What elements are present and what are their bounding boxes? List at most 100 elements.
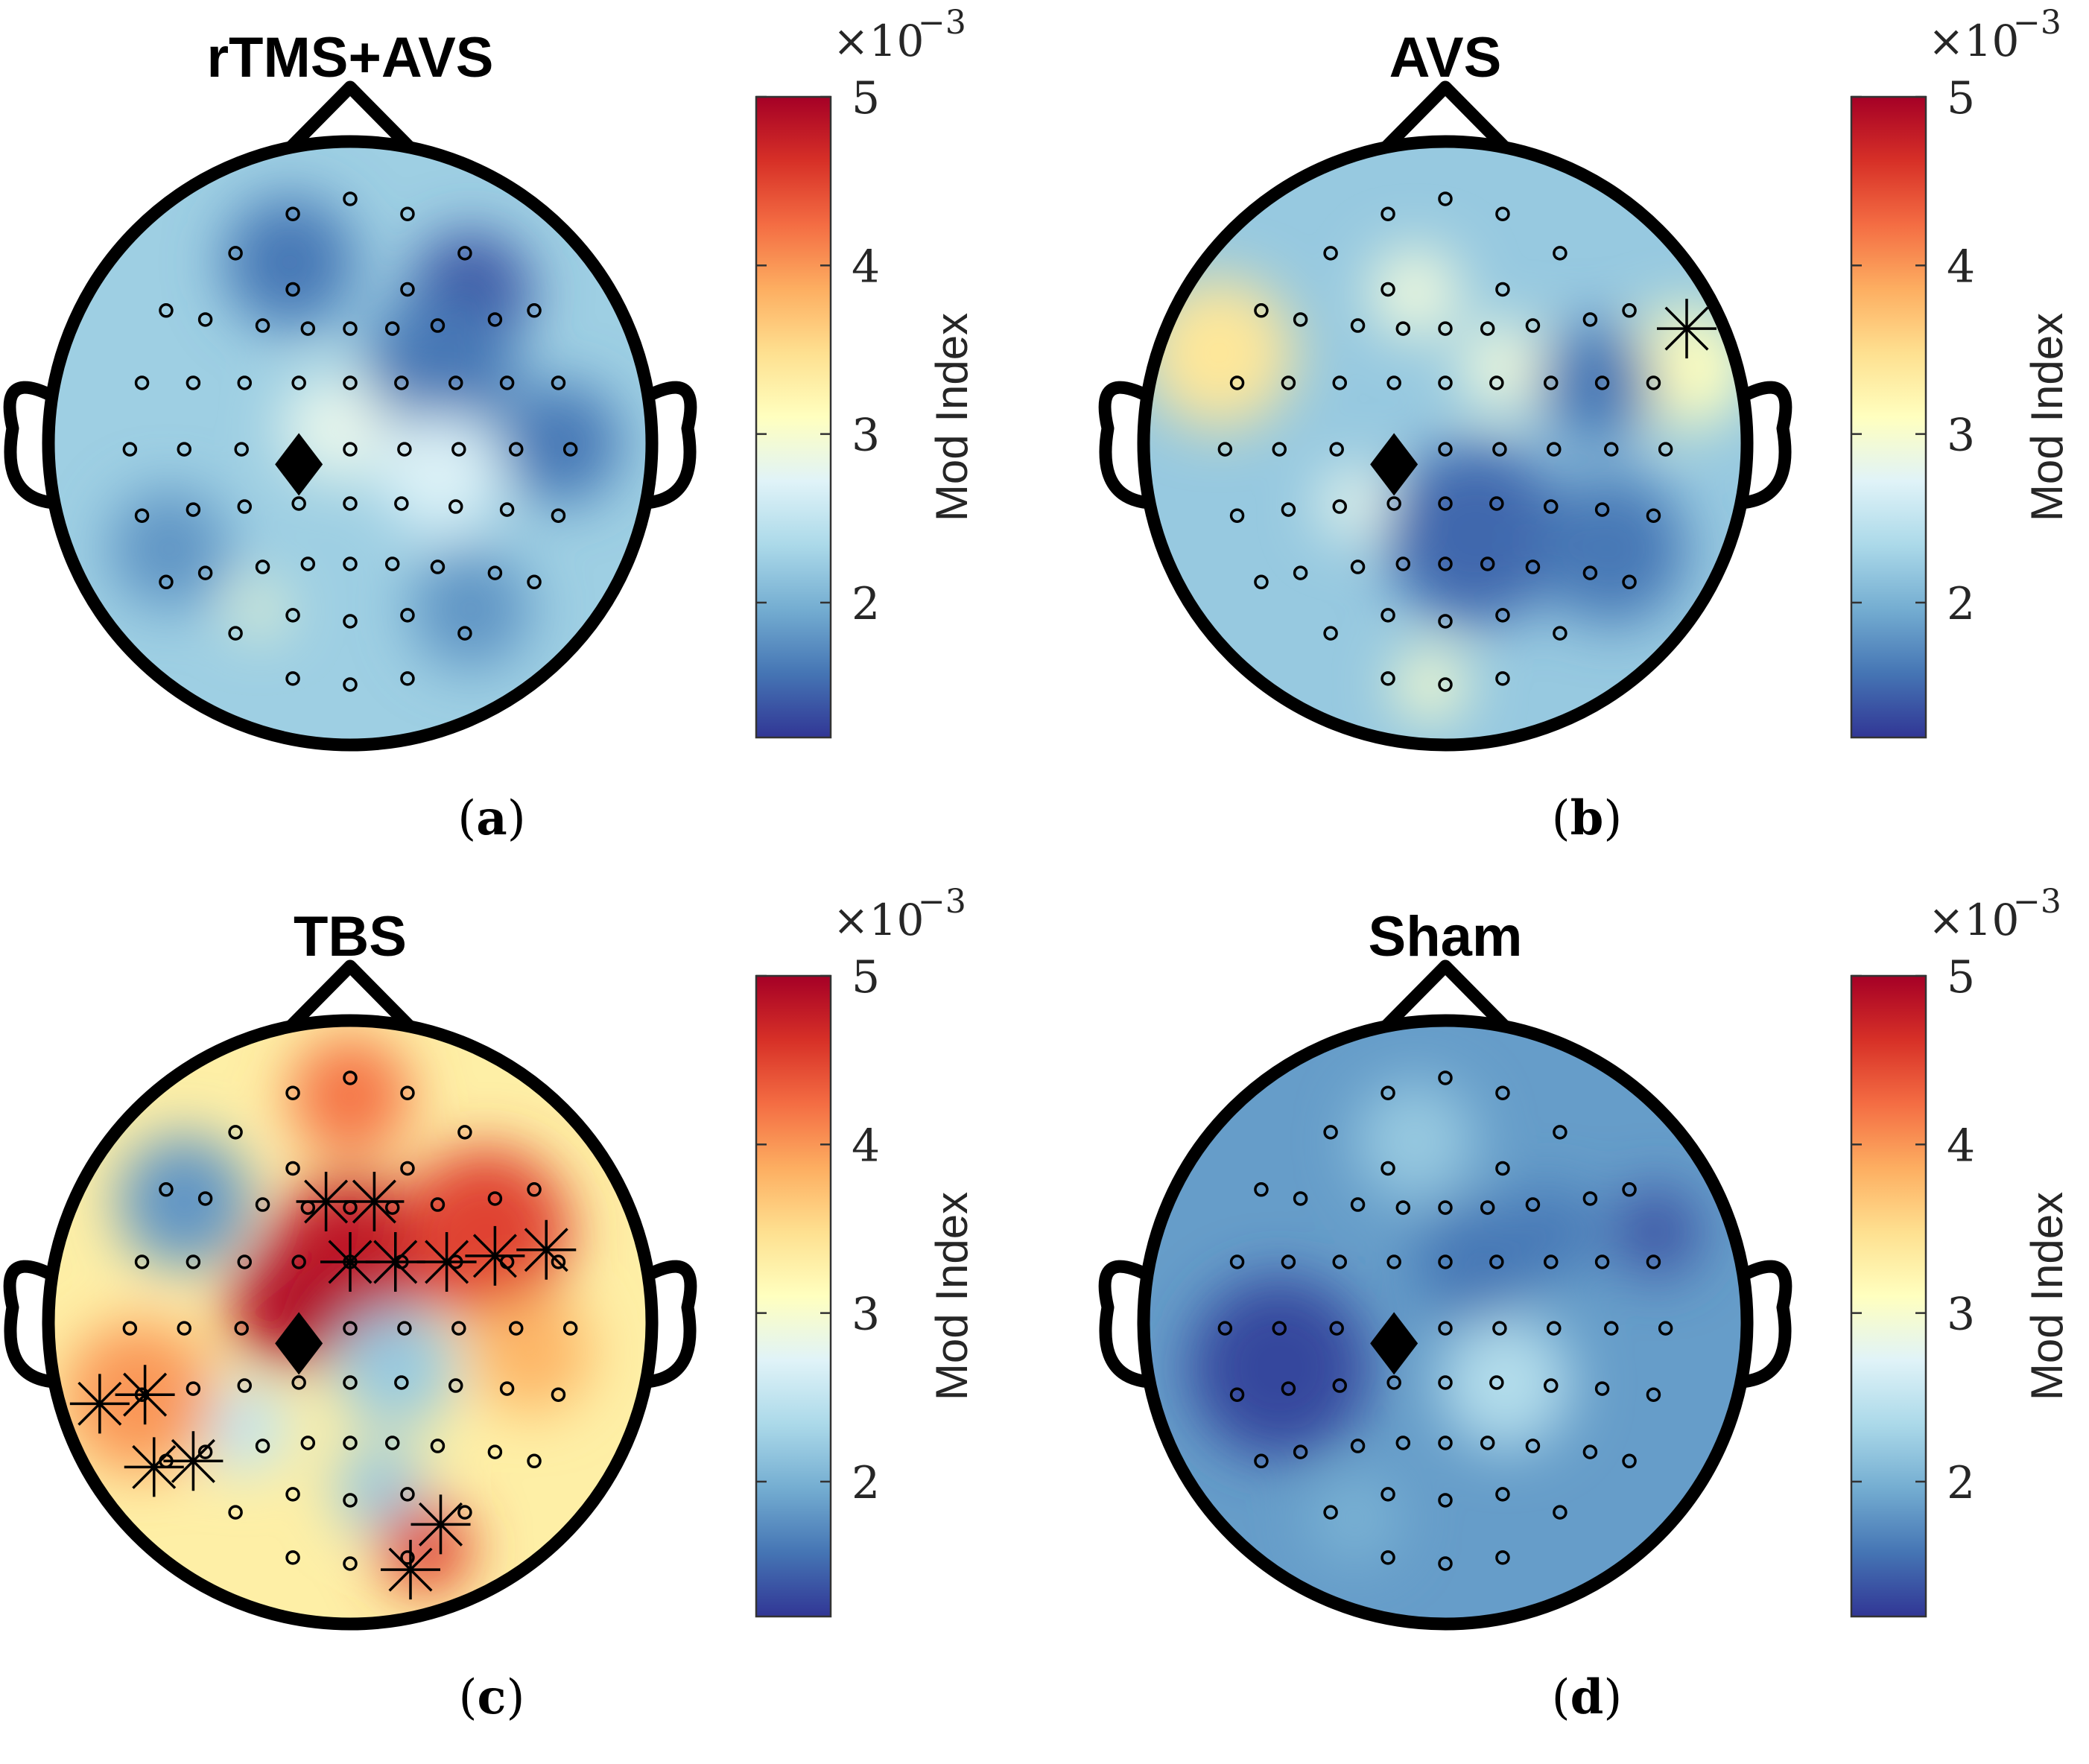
significant-electrode-marker [344,1172,405,1231]
electrode-marker [1658,1321,1673,1336]
significant-electrode-marker [365,1232,425,1292]
electrode-marker [255,318,270,333]
electrode-marker [1281,1381,1296,1396]
electrode-marker [1525,318,1541,333]
electrode-marker [457,626,472,641]
electrode-marker [159,303,174,318]
electrode-marker [237,375,252,390]
electrode-marker [228,626,243,641]
electrode-marker [448,375,463,390]
electrode-marker [1332,1254,1347,1269]
electrode-marker [551,1254,566,1269]
electrode-marker [300,556,316,571]
electrode-marker [237,1378,252,1393]
electrode-marker [1229,508,1245,523]
electrode-marker [186,375,201,390]
electrode-marker [1489,1375,1504,1390]
electrode-marker [1380,608,1395,623]
colorbar-tick-label: 4 [1947,241,1975,293]
stimulation-site-marker [275,1312,323,1375]
electrode-marker [430,1438,446,1453]
colorbar-label: Mod Index [927,1192,977,1400]
electrode-marker [551,1387,566,1402]
electrode-marker [1438,442,1453,457]
electrode-marker [1380,1487,1395,1502]
electrode-marker [430,318,446,333]
electrode-marker [1594,375,1610,390]
electrode-marker [1350,559,1366,574]
electrode-marker [1395,1200,1411,1215]
electrode-marker [1438,496,1453,511]
electrode-marker [1332,375,1347,390]
electrode-marker [343,442,358,457]
heat-field [48,142,652,745]
electrode-marker [197,565,213,580]
colorbar-label: Mod Index [927,313,977,521]
electrode-marker [1489,375,1504,390]
electrode-marker [228,1505,243,1520]
electrode-marker [400,1550,415,1565]
electrode-marker [285,1161,300,1176]
electrode-marker [394,496,409,511]
electrode-marker [1229,1387,1245,1402]
electrode-marker [1395,321,1411,336]
electrode-marker [343,677,358,692]
significant-electrode-marker [410,1494,471,1555]
electrode-marker [487,1191,503,1206]
electrode-marker [448,1378,463,1393]
head-outline [1098,959,1792,1631]
electrode-marker [1594,1254,1610,1269]
panel-caption: (d) [1552,1669,1623,1725]
electrode-marker [343,1321,358,1336]
electrode-marker [1217,442,1233,457]
electrode-markers [1217,1070,1673,1571]
colorbar [1850,95,1927,739]
electrode-marker [487,312,503,327]
electrode-marker [343,1375,358,1390]
electrode-marker [1544,1254,1559,1269]
electrode-marker [255,1438,270,1453]
electrode-marker [343,191,358,206]
electrode-marker [1380,1550,1395,1565]
electrode-marker [197,1191,213,1206]
topomap-svg: Sham 2 3 4 5 ×10−3 Mod Index (d) [1098,883,2072,1725]
electrode-marker [397,1321,412,1336]
electrode-marker [1380,1161,1395,1176]
electrode-marker [197,1444,213,1459]
electrode-marker [343,375,358,390]
electrode-marker [1495,608,1510,623]
significant-electrode-marker [124,1437,184,1497]
colorbar-tick-label: 2 [852,1457,880,1509]
electrode-marker [457,1505,472,1520]
panel-caption: (a) [457,790,525,846]
panel-title: rTMS+AVS [206,26,493,89]
electrode-marker [1480,556,1495,571]
electrode-marker [186,1381,201,1396]
panel-title: Sham [1369,905,1523,968]
electrode-marker [562,1321,578,1336]
electrode-marker [1438,1254,1453,1269]
electrode-marker [1547,442,1562,457]
electrode-marker [159,1182,174,1197]
head-outline [3,80,697,752]
electrode-marker [291,1254,306,1269]
electrode-marker [1582,565,1598,580]
electrode-marker [1492,442,1507,457]
topomap-svg: TBS 2 3 4 5 ×10−3 Mod Index (c) [3,883,977,1725]
colorbar-exponent: ×10 [833,16,924,66]
electrode-marker [1622,303,1637,318]
electrode-marker [457,246,472,261]
electrode-marker [1254,1182,1269,1197]
electrode-marker [1658,442,1673,457]
colorbar-tick-label: 2 [1947,578,1975,630]
electrode-marker [1386,1375,1401,1390]
electrode-marker [228,1125,243,1140]
electrode-marker [394,375,409,390]
electrode-marker [1495,282,1510,297]
electrode-marker [527,1453,542,1469]
electrode-marker [234,442,249,457]
electrode-marker [1438,1375,1453,1390]
head-outline [3,959,697,1631]
colorbar-tick-label: 3 [852,410,880,462]
electrode-marker [1438,375,1453,390]
